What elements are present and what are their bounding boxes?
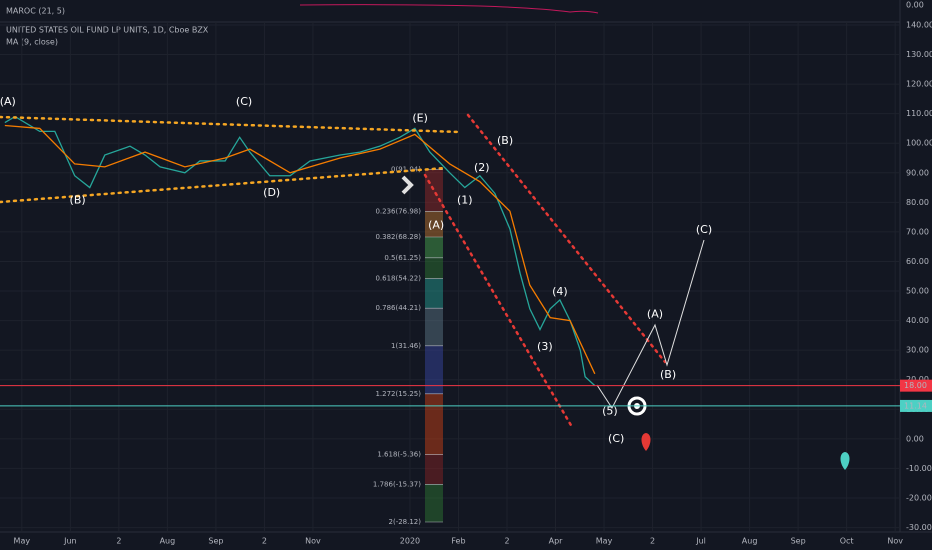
- y-tick-label: -20.00: [906, 494, 932, 503]
- fib-band: [425, 484, 443, 523]
- x-tick-label: 2: [116, 537, 121, 546]
- y-tick-label: 80.00: [906, 198, 929, 207]
- fib-label: 0.618(54.22): [375, 275, 421, 283]
- plot: 0(91.04) 0.236(76.98) 0.382(68.28) 0.5(61.2…: [0, 22, 900, 532]
- fib-label: 2(-28.12): [389, 518, 422, 526]
- x-tick-label: May: [596, 537, 613, 546]
- y-tick-label: 0.00: [906, 434, 924, 443]
- wave-label: (C): [608, 432, 624, 445]
- wave-label: (B): [660, 368, 676, 381]
- fib-label: 0.5(61.25): [384, 254, 421, 262]
- trendline: [0, 166, 447, 204]
- y-tick-label: 70.00: [906, 227, 929, 236]
- wave-label: (3): [537, 340, 553, 353]
- y-tick-label: 100.00: [906, 139, 932, 148]
- fib-label: 1(31.46): [391, 342, 421, 350]
- x-tick-label: Oct: [840, 537, 854, 546]
- x-tick-label: 2: [650, 537, 655, 546]
- fib-band: [425, 345, 443, 394]
- fib-band: [425, 211, 443, 237]
- x-tick-label: May: [14, 537, 31, 546]
- y-tick-label: 110.00: [906, 109, 932, 118]
- x-tick-label: Aug: [160, 537, 176, 546]
- fib-label: 0(91.04): [391, 166, 421, 174]
- price-series: [4, 115, 596, 387]
- price-series: [4, 124, 596, 375]
- fib-label: 0.236(76.98): [375, 207, 421, 215]
- fib-band: [425, 393, 443, 455]
- wave-label: (A): [428, 219, 444, 232]
- price-label: 18.00: [904, 381, 927, 390]
- fib-label: 1.272(15.25): [375, 390, 421, 398]
- y-tick-label: 50.00: [906, 287, 929, 296]
- wave-label: (B): [497, 134, 513, 147]
- pin-icon: [840, 452, 850, 470]
- wave-label: (C): [236, 95, 252, 108]
- drawings: [0, 113, 850, 470]
- fib-label: 1.618(-5.36): [377, 451, 421, 459]
- wave-label: (B): [70, 193, 86, 206]
- x-tick-label: Apr: [549, 537, 564, 546]
- y-tick-label: 130.00: [906, 50, 932, 59]
- y-tick-label: 60.00: [906, 257, 929, 266]
- wave-label: (C): [696, 223, 712, 236]
- indicator-name: MAROC (21, 5): [6, 7, 65, 16]
- indicator-line: [299, 4, 599, 14]
- fib-band: [425, 236, 443, 258]
- wave-label: (A): [647, 308, 663, 321]
- y-tick-label: 120.00: [906, 80, 932, 89]
- fib-band: [425, 169, 443, 212]
- wave-projection: [596, 239, 705, 409]
- pin-icon: [641, 433, 651, 451]
- wave-label: (5): [602, 405, 618, 418]
- y-tick-label: 30.00: [906, 346, 929, 355]
- fib-label: 0.786(44.21): [375, 304, 421, 312]
- channel-line: [423, 173, 574, 429]
- y-tick-label: 90.00: [906, 168, 929, 177]
- fib-label: 0.382(68.28): [375, 233, 421, 241]
- x-tick-label: Feb: [451, 537, 465, 546]
- wave-label: (1): [457, 193, 473, 206]
- x-tick-label: 2: [504, 537, 509, 546]
- fib-band: [425, 257, 443, 279]
- fib-band: [425, 454, 443, 485]
- y-tick-label: 140.00: [906, 20, 932, 29]
- fib-label: 1.786(-15.37): [373, 480, 421, 488]
- wave-label: (4): [552, 285, 568, 298]
- wave-label: (E): [412, 112, 428, 125]
- wave-label: (A): [0, 95, 16, 108]
- x-tick-label: Jun: [63, 537, 77, 546]
- trendline: [0, 115, 462, 134]
- wave-label: (D): [263, 186, 280, 199]
- wave-label: (2): [474, 161, 490, 174]
- arrow-icon: [401, 175, 414, 195]
- x-tick-label: Sep: [791, 537, 806, 546]
- y-tick-label: -10.00: [906, 464, 932, 473]
- x-tick-label: 2020: [400, 537, 420, 546]
- y-tick-label: -30.00: [906, 523, 932, 532]
- x-tick-label: 2: [262, 537, 267, 546]
- x-tick-label: Nov: [887, 537, 903, 546]
- x-tick-label: Nov: [305, 537, 321, 546]
- fib-band: [425, 308, 443, 346]
- indicator-tick: 0.00: [906, 1, 924, 10]
- chart-title: UNITED STATES OIL FUND LP UNITS, 1D, Cbo…: [6, 26, 209, 35]
- y-tick-label: 40.00: [906, 316, 929, 325]
- fib-band: [425, 278, 443, 309]
- x-tick-label: Sep: [208, 537, 223, 546]
- x-tick-label: Jul: [695, 537, 706, 546]
- price-badge: [900, 399, 932, 412]
- chart-subtitle: MA (9, close): [6, 38, 58, 47]
- price-label: 11.14: [904, 401, 927, 410]
- price-badge: [900, 379, 932, 392]
- x-tick-label: Aug: [742, 537, 758, 546]
